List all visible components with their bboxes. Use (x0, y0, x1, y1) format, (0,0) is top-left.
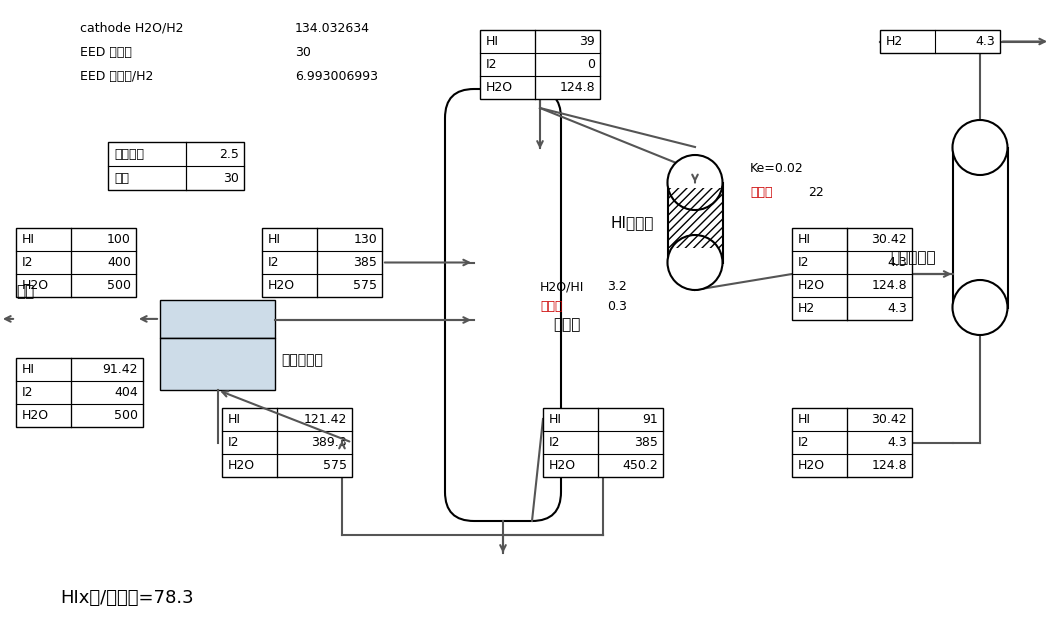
Text: 3.2: 3.2 (607, 281, 627, 293)
Text: I2: I2 (798, 256, 810, 269)
Text: HI: HI (22, 233, 35, 246)
Text: H2: H2 (886, 35, 904, 48)
Text: HIx상/황산상=78.3: HIx상/황산상=78.3 (60, 589, 193, 607)
Text: 385: 385 (634, 436, 659, 449)
Text: H2O/HI: H2O/HI (540, 281, 585, 293)
Text: 100: 100 (107, 233, 131, 246)
Text: 500: 500 (107, 279, 131, 292)
Text: HI: HI (228, 413, 241, 426)
Text: 134.032634: 134.032634 (295, 21, 370, 35)
Bar (160, 300, 275, 338)
Text: I2: I2 (228, 436, 240, 449)
Text: HI: HI (22, 363, 35, 376)
Text: I2: I2 (549, 436, 560, 449)
Bar (480, 30, 600, 99)
Text: 389.3: 389.3 (312, 436, 347, 449)
Text: HI분해기: HI분해기 (610, 215, 653, 230)
Text: 400: 400 (107, 256, 131, 269)
Text: I2: I2 (798, 436, 810, 449)
Text: 575: 575 (353, 279, 377, 292)
Bar (543, 408, 663, 477)
Ellipse shape (668, 155, 723, 210)
Text: 0: 0 (587, 58, 595, 71)
Text: 4.3: 4.3 (887, 436, 907, 449)
Text: HI: HI (798, 413, 811, 426)
Text: H2O: H2O (798, 459, 826, 472)
Text: 30: 30 (295, 45, 311, 58)
Text: H2O: H2O (22, 409, 49, 422)
Text: EED 농축량: EED 농축량 (80, 45, 132, 58)
Text: 0.3: 0.3 (607, 301, 627, 313)
Text: 증류기: 증류기 (553, 318, 580, 332)
Text: 91.42: 91.42 (103, 363, 138, 376)
Text: 4.3: 4.3 (887, 256, 907, 269)
Bar (222, 408, 352, 477)
Text: 121.42: 121.42 (303, 413, 347, 426)
Text: 6.993006993: 6.993006993 (295, 70, 378, 82)
Text: 91: 91 (643, 413, 659, 426)
Text: 124.8: 124.8 (871, 459, 907, 472)
Text: 124.8: 124.8 (871, 279, 907, 292)
Text: 385: 385 (353, 256, 377, 269)
Text: 4.3: 4.3 (976, 35, 995, 48)
Text: 30.42: 30.42 (871, 233, 907, 246)
Text: 증류비: 증류비 (540, 301, 562, 313)
Text: Ke=0.02: Ke=0.02 (750, 161, 803, 175)
Text: 450.2: 450.2 (623, 459, 659, 472)
Text: 몰이동도: 몰이동도 (114, 148, 144, 161)
Text: 22: 22 (808, 185, 823, 198)
Text: 수소분리기: 수소분리기 (890, 250, 935, 265)
Ellipse shape (952, 280, 1007, 335)
Bar (668, 188, 723, 247)
Text: EED 농축량/H2: EED 농축량/H2 (80, 70, 153, 82)
Text: 분해율: 분해율 (750, 185, 773, 198)
Bar (668, 183, 723, 263)
Bar (262, 228, 382, 297)
Text: 농축: 농축 (114, 171, 129, 185)
Text: 404: 404 (114, 386, 138, 399)
Text: H2O: H2O (268, 279, 295, 292)
Text: 2.5: 2.5 (219, 148, 239, 161)
Bar (880, 30, 1000, 53)
Text: 30: 30 (223, 171, 239, 185)
Bar (16, 228, 136, 297)
Text: HI: HI (798, 233, 811, 246)
Text: 4.3: 4.3 (887, 302, 907, 315)
Text: I2: I2 (486, 58, 498, 71)
Text: I2: I2 (268, 256, 279, 269)
Bar (792, 408, 912, 477)
FancyBboxPatch shape (445, 89, 561, 521)
Text: H2O: H2O (22, 279, 49, 292)
Text: H2O: H2O (798, 279, 826, 292)
Text: HI: HI (268, 233, 281, 246)
Text: I2: I2 (22, 256, 34, 269)
Ellipse shape (952, 120, 1007, 175)
Bar (160, 338, 275, 390)
Text: H2O: H2O (549, 459, 576, 472)
Text: HI: HI (486, 35, 499, 48)
Text: 124.8: 124.8 (559, 81, 595, 94)
Text: HI: HI (549, 413, 562, 426)
Text: H2O: H2O (486, 81, 513, 94)
Text: I2: I2 (22, 386, 34, 399)
Text: 전기투석기: 전기투석기 (281, 353, 322, 367)
Text: 39: 39 (579, 35, 595, 48)
Text: 575: 575 (323, 459, 347, 472)
Text: cathode H2O/H2: cathode H2O/H2 (80, 21, 184, 35)
Bar (16, 358, 143, 427)
Bar (792, 228, 912, 320)
Text: H2O: H2O (228, 459, 255, 472)
Text: 130: 130 (353, 233, 377, 246)
Bar (952, 148, 1007, 308)
Bar (108, 142, 244, 190)
Text: H2: H2 (798, 302, 815, 315)
Ellipse shape (668, 235, 723, 290)
Text: 500: 500 (114, 409, 138, 422)
Text: 30.42: 30.42 (871, 413, 907, 426)
Text: 분젠: 분젠 (16, 284, 34, 300)
